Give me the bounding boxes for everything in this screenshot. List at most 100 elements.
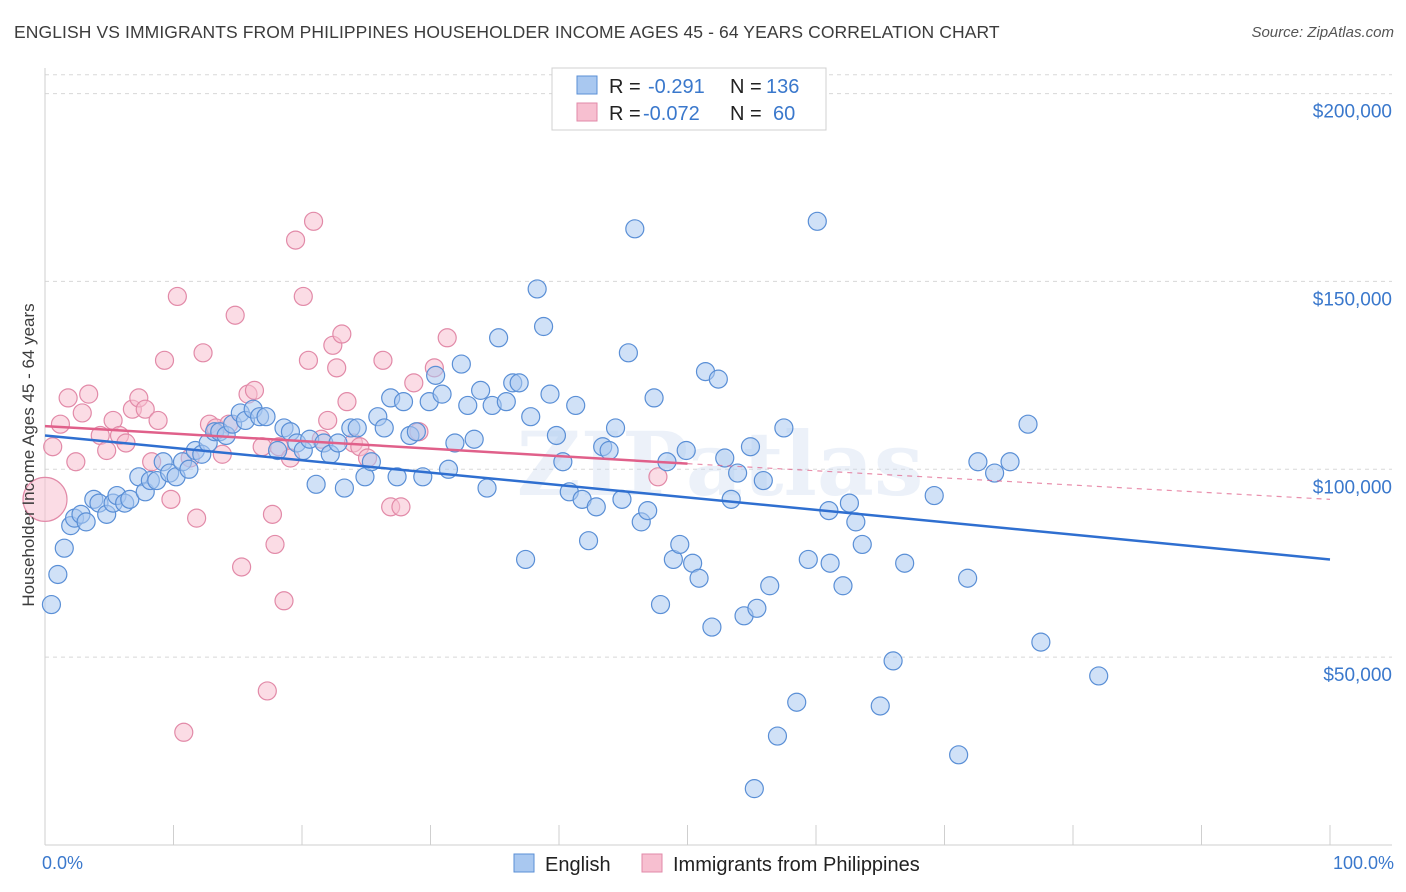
philippines-point (437, 328, 457, 348)
y-tick-labels: $50,000 $100,000 $150,000 $200,000 (1313, 102, 1392, 687)
english-point (464, 429, 484, 449)
english-point (256, 407, 276, 427)
bottom-legend-swatch-english (513, 853, 535, 873)
philippines-point (50, 414, 71, 434)
english-point (949, 745, 969, 765)
philippines-point (373, 350, 393, 370)
philippines-point (22, 476, 68, 522)
english-point (426, 365, 446, 385)
english-point (477, 478, 497, 498)
philippines-point (167, 286, 187, 307)
philippines-point (161, 489, 181, 509)
y-tick-label: $100,000 (1313, 477, 1392, 498)
bottom-legend-swatch-philippines (641, 853, 663, 873)
english-point (179, 459, 199, 479)
philippines-point (327, 358, 347, 378)
english-point (670, 534, 690, 555)
grid-lines (44, 74, 1392, 845)
english-point (721, 489, 741, 509)
english-point (1018, 414, 1038, 434)
philippines-point (318, 410, 338, 431)
english-point (852, 534, 872, 555)
english-point (546, 425, 567, 446)
english-point (644, 388, 664, 408)
english-point (753, 470, 773, 491)
philippines-point (303, 211, 324, 231)
english-point (347, 418, 367, 438)
english-point (760, 576, 780, 596)
legend-swatch-english (576, 75, 598, 95)
english-point (715, 448, 735, 468)
philippines-point (298, 350, 319, 370)
legend-r-label-english: R = (609, 76, 641, 98)
english-point (708, 369, 728, 389)
english-point (76, 512, 96, 532)
philippines-point (337, 392, 357, 412)
english-point (471, 380, 491, 400)
english-point (728, 463, 748, 483)
english-point (612, 489, 632, 509)
philippines-point (79, 384, 99, 404)
philippines-point (274, 591, 294, 611)
legend-n-value-philippines: 60 (773, 103, 795, 125)
philippines-point (58, 388, 78, 408)
philippines-point (148, 410, 168, 431)
x-tick-label-end: 100.0% (1333, 853, 1394, 873)
x-tick-label-start: 0.0% (42, 853, 83, 873)
philippines-point (391, 497, 411, 517)
english-point (41, 594, 62, 615)
y-tick-label: $50,000 (1323, 665, 1392, 686)
english-point (393, 392, 414, 412)
english-point (895, 553, 915, 573)
philippines-point (285, 230, 306, 250)
english-point (496, 392, 516, 412)
legend-box: R = -0.291 N = 136 R = -0.072 N = 60 (551, 67, 827, 131)
philippines-point (174, 722, 194, 742)
english-point (445, 433, 465, 453)
english-point (618, 343, 638, 363)
english-point (521, 407, 541, 427)
legend-swatch-philippines (576, 102, 598, 122)
english-point (1089, 666, 1109, 686)
english-point (958, 568, 978, 588)
english-point (406, 422, 426, 442)
english-point (374, 418, 394, 438)
philippines-point (648, 467, 668, 487)
english-point (458, 395, 478, 416)
english-point (767, 726, 788, 746)
english-point (689, 568, 709, 588)
philippines-point (43, 437, 63, 457)
legend-r-value-english: -0.291 (648, 76, 705, 98)
english-point (54, 538, 74, 558)
legend-r-label-philippines: R = (609, 103, 641, 125)
english-point (533, 316, 554, 337)
english-point (120, 489, 140, 509)
philippines-point (293, 286, 313, 307)
english-point (740, 437, 761, 457)
philippines-point (262, 504, 283, 524)
english-point (820, 553, 840, 573)
english-point (846, 512, 866, 532)
philippines-trend-line (44, 424, 688, 465)
philippines-point (257, 681, 277, 701)
english-point (267, 440, 288, 461)
bottom-legend-philippines: Immigrants from Philippines (673, 854, 920, 876)
english-point (807, 211, 827, 231)
english-point (968, 452, 988, 472)
philippines-point (232, 557, 252, 577)
english-point (515, 549, 536, 570)
chart-source: Source: ZipAtlas.com (1251, 24, 1394, 41)
english-point (334, 478, 355, 498)
english-point (306, 474, 326, 494)
english-point (509, 373, 529, 393)
english-point (48, 564, 68, 585)
x-tick-labels: 0.0% 100.0% (42, 853, 1394, 873)
english-point (489, 328, 509, 348)
english-point (798, 549, 818, 570)
philippines-point (265, 534, 285, 555)
english-point (702, 617, 722, 637)
english-point (1000, 452, 1020, 472)
english-point (744, 779, 764, 799)
philippines-point (135, 399, 155, 419)
